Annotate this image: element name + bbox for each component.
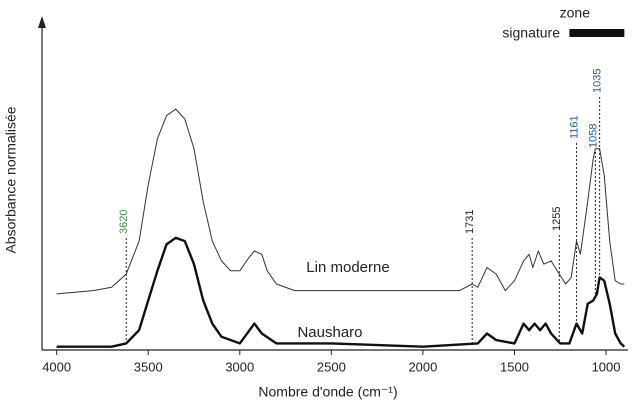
peak-label: 1035: [592, 69, 604, 93]
x-tick-label: 1500: [500, 359, 529, 374]
peak-label: 1731: [464, 210, 476, 234]
peak-label: 1161: [568, 115, 580, 139]
peak-label: 3620: [118, 210, 130, 234]
series-label: Nausharo: [297, 324, 362, 341]
y-axis-arrow: [38, 16, 46, 28]
peak-label: 1058: [587, 124, 599, 148]
x-axis-label: Nombre d'onde (cm⁻¹): [258, 384, 397, 400]
y-axis-label: Absorbance normalisée: [3, 106, 19, 253]
x-tick-label: 3000: [225, 359, 254, 374]
peak-label: 1255: [551, 207, 563, 231]
x-tick-label: 4000: [42, 359, 71, 374]
x-tick-label: 1000: [592, 359, 621, 374]
x-tick-label: 3500: [134, 359, 163, 374]
spectrum-line: [56, 236, 626, 348]
zone-label: signature: [502, 25, 560, 41]
zone-label: zone: [560, 5, 591, 21]
series-label: Lin moderne: [306, 259, 389, 276]
x-tick-label: 2000: [408, 359, 437, 374]
x-tick-label: 2500: [317, 359, 346, 374]
zone-bar: [569, 29, 625, 37]
